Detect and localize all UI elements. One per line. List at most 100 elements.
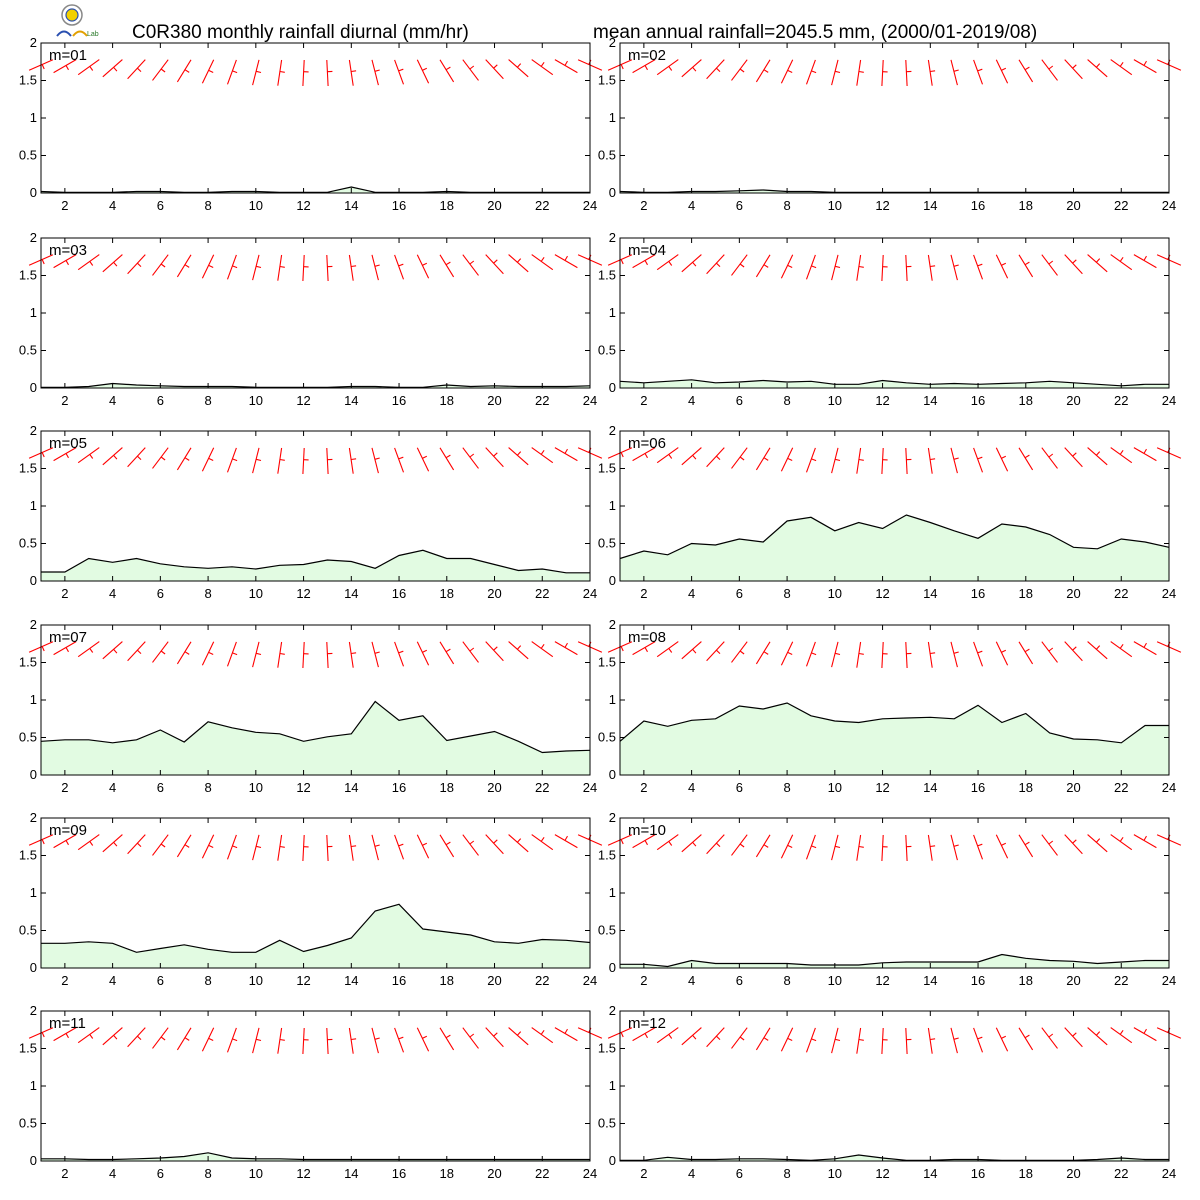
wind-barb-flag (469, 65, 475, 70)
wind-barb (706, 59, 725, 80)
wind-barb (485, 834, 504, 855)
x-tick-label: 8 (204, 586, 211, 601)
wind-barb (927, 447, 933, 474)
rainfall-line (40, 700, 591, 754)
wind-barb (416, 447, 430, 472)
wind-barb (416, 254, 430, 279)
x-tick-label: 6 (157, 780, 164, 795)
y-tick-label: 1 (609, 692, 616, 707)
wind-barb-flag (160, 1036, 166, 1041)
wind-barb-flag (620, 646, 624, 652)
wind-barb (1133, 59, 1157, 74)
wind-barb-flag (644, 1033, 648, 1039)
wind-barb-flag (1119, 1029, 1124, 1035)
wind-barb-flag (953, 651, 959, 654)
wind-barb-flag (1072, 259, 1077, 264)
x-tick-label: 2 (640, 393, 647, 408)
wind-barb-flag (113, 454, 118, 460)
wind-barb-flag (1048, 647, 1054, 652)
wind-barb-flag (930, 652, 936, 655)
y-tick-label: 1.5 (19, 1041, 37, 1056)
x-tick-label: 14 (344, 393, 358, 408)
y-tick-label: 1.5 (19, 848, 37, 863)
wind-barb (1018, 254, 1034, 278)
wind-barb (805, 834, 816, 860)
wind-barb-flag (41, 646, 45, 652)
panel-m-12: 00.511.522 4 6 8 10 12 14 16 18 20 22 24m=12 (598, 1003, 1182, 1181)
wind-barb-flag (811, 1038, 817, 1042)
wind-barb (326, 641, 329, 669)
wind-barb (152, 447, 169, 469)
wind-barb (656, 447, 679, 464)
wind-barb (881, 59, 884, 87)
wind-barb-flag (469, 1033, 475, 1038)
wind-barb (302, 254, 305, 282)
wind-barb (485, 641, 504, 662)
wind-barb (348, 834, 354, 861)
wind-barb-flag (351, 70, 357, 73)
wind-barb-flag (834, 845, 841, 849)
wind-barb (927, 254, 933, 281)
x-tick-label: 18 (440, 586, 454, 601)
wind-barb (77, 641, 100, 658)
x-tick-label: 12 (296, 780, 310, 795)
wind-barb-flag (953, 264, 959, 267)
x-tick-label: 10 (828, 780, 842, 795)
wind-barb (755, 254, 771, 278)
wind-barb (856, 59, 862, 86)
rainfall-line (619, 702, 1169, 744)
wind-barb-flag (493, 646, 498, 651)
wind-barb (805, 641, 816, 667)
x-tick-label: 22 (1114, 198, 1128, 213)
wind-barb-flag (1095, 1031, 1101, 1036)
x-tick-label: 20 (487, 586, 501, 601)
y-tick-label: 0 (609, 960, 616, 975)
y-tick-label: 1.5 (19, 655, 37, 670)
x-tick-label: 8 (204, 198, 211, 213)
wind-barb-flag (469, 840, 475, 845)
panel-m-02: 00.511.522 4 6 8 10 12 14 16 18 20 22 24m=02 (598, 35, 1182, 213)
x-tick-label: 14 (344, 586, 358, 601)
wind-barb-flag (232, 70, 238, 74)
wind-barb-flag (692, 261, 697, 267)
wind-barb (226, 1027, 237, 1053)
x-tick-label: 20 (487, 198, 501, 213)
wind-barb (252, 447, 260, 474)
x-tick-label: 22 (1114, 393, 1128, 408)
x-tick-label: 22 (535, 586, 549, 601)
x-tick-label: 14 (344, 198, 358, 213)
x-tick-label: 2 (61, 393, 68, 408)
wind-barb-flag (716, 1035, 721, 1040)
wind-barb-flag (668, 66, 673, 71)
wind-barb-flag (564, 60, 568, 66)
wind-barb-flag (422, 649, 428, 653)
wind-barb (277, 834, 283, 861)
wind-barb-flag (858, 70, 864, 73)
wind-barb (995, 834, 1009, 859)
wind-barb-flag (279, 265, 285, 268)
x-tick-label: 16 (392, 198, 406, 213)
wind-barb (995, 641, 1009, 666)
x-tick-label: 6 (736, 1166, 743, 1181)
wind-barb (1041, 641, 1058, 663)
wind-barb-flag (279, 70, 285, 73)
wind-barb-flag (1119, 61, 1124, 67)
wind-barb-flag (787, 651, 793, 655)
y-tick-label: 0.5 (19, 730, 37, 745)
y-tick-label: 0.5 (19, 1116, 37, 1131)
wind-barb (348, 254, 354, 281)
wind-barb-flag (564, 642, 568, 648)
wind-barb-flag (1095, 258, 1101, 263)
y-tick-label: 2 (30, 617, 37, 632)
wind-barb-flag (977, 263, 983, 267)
wind-barb-flag (787, 1037, 793, 1041)
wind-barb (326, 1027, 329, 1055)
wind-barb (681, 1027, 702, 1046)
panel-m-07: 00.511.522 4 6 8 10 12 14 16 18 20 22 24m=07 (19, 617, 603, 795)
wind-barb-flag (279, 845, 285, 848)
wind-barb (856, 641, 862, 668)
wind-barb (127, 254, 146, 275)
wind-barb (881, 254, 884, 282)
x-tick-label: 10 (249, 780, 263, 795)
